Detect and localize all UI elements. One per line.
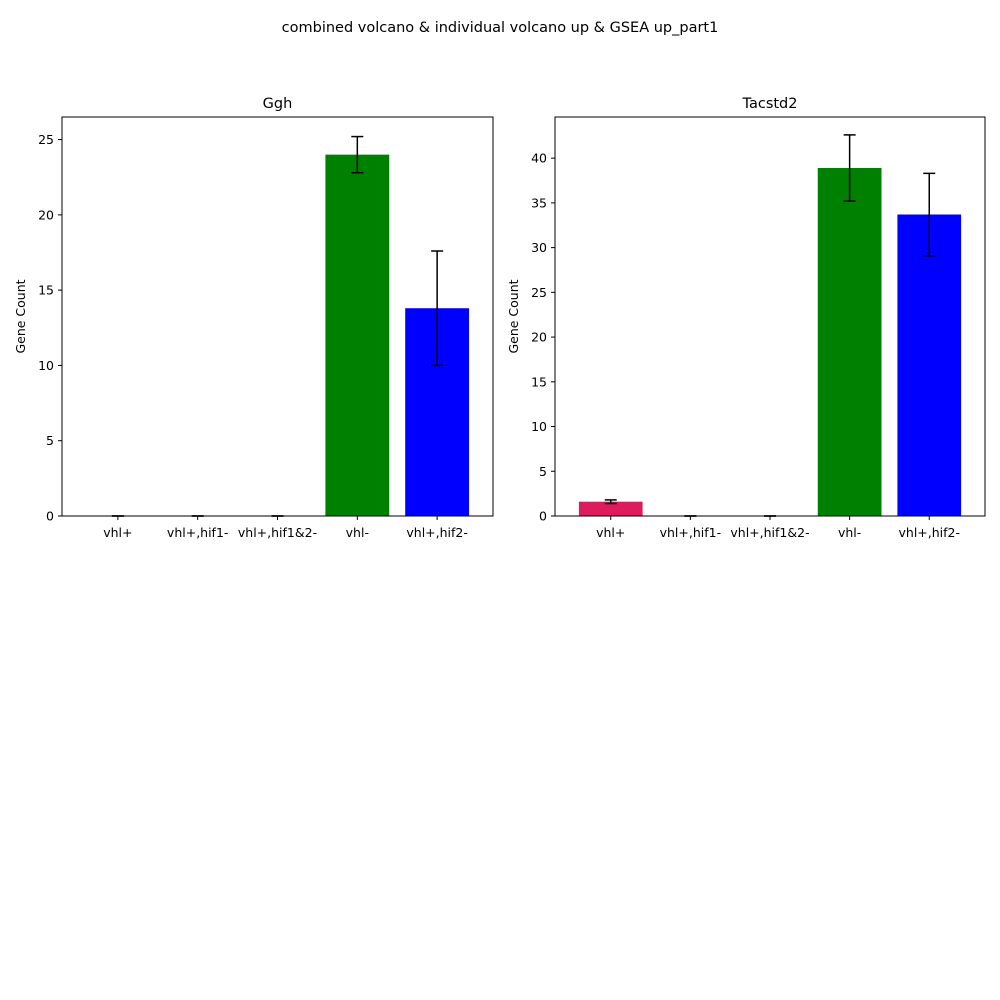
y-tick-label: 0 (539, 509, 547, 524)
x-tick-label: vhl+,hif1- (167, 525, 229, 540)
chart-panel-tacstd2: Tacstd2 Gene Count 0 5 10 15 20 25 30 35 40 vhl+ vhl… (506, 96, 986, 540)
x-tick-label: vhl+,hif1&2- (730, 525, 809, 540)
y-tick-label: 25 (531, 285, 547, 300)
y-tick-label: 15 (38, 283, 54, 298)
bar-vhl+,hif2- (897, 214, 962, 516)
y-tick-label: 30 (531, 240, 547, 255)
figure-suptitle: combined volcano & individual volcano up… (282, 20, 719, 36)
y-tick-label: 40 (531, 151, 547, 166)
bar-vhl- (817, 167, 882, 516)
chart-title: Tacstd2 (742, 96, 798, 112)
x-tick-label: vhl- (838, 525, 861, 540)
chart-panel-ggh: Ggh Gene Count 0 5 10 15 20 25 vhl+ vhl+,hif1- vhl… (13, 96, 494, 540)
y-tick-label: 15 (531, 374, 547, 389)
y-tick-label: 35 (531, 195, 547, 210)
y-tick-label: 25 (38, 132, 54, 147)
y-axis-label: Gene Count (13, 279, 28, 353)
chart-title: Ggh (263, 96, 293, 112)
y-tick-label: 20 (531, 330, 547, 345)
x-tick-label: vhl+,hif1- (660, 525, 722, 540)
x-tick-label: vhl+ (103, 525, 132, 540)
bar-vhl- (325, 154, 390, 516)
bar-vhl+ (578, 501, 643, 516)
x-tick-label: vhl+,hif2- (899, 525, 961, 540)
x-tick-label: vhl+ (596, 525, 625, 540)
x-tick-label: vhl+,hif1&2- (238, 525, 317, 540)
y-tick-label: 5 (46, 433, 54, 448)
y-tick-label: 0 (46, 509, 54, 524)
y-tick-label: 5 (539, 464, 547, 479)
y-tick-label: 10 (38, 358, 54, 373)
y-tick-label: 10 (531, 419, 547, 434)
x-tick-label: vhl+,hif2- (406, 525, 468, 540)
y-tick-label: 20 (38, 207, 54, 222)
x-tick-label: vhl- (346, 525, 369, 540)
y-axis-label: Gene Count (506, 279, 521, 353)
